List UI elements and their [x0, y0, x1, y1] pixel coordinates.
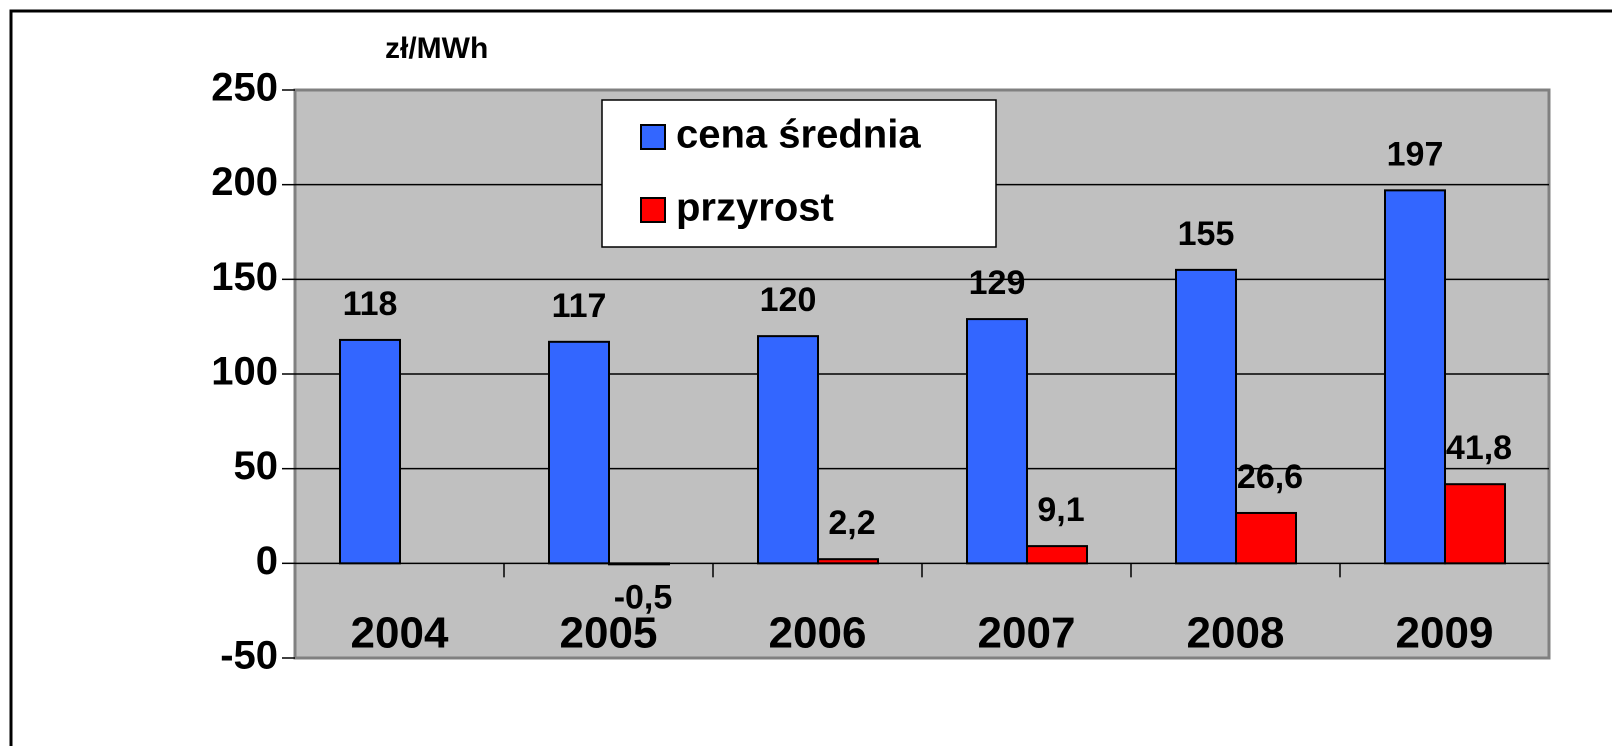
- data-label: 120: [760, 281, 817, 319]
- y-tick-label: -50: [220, 634, 278, 678]
- y-axis-label: zł/MWh: [385, 32, 488, 65]
- bar: [1026, 545, 1088, 565]
- y-tick-label: 150: [211, 255, 278, 299]
- x-tick-label: 2009: [1396, 609, 1494, 658]
- bar: [339, 338, 401, 565]
- bar: [608, 562, 670, 566]
- data-label: 9,1: [1037, 491, 1084, 529]
- bar: [1444, 483, 1506, 565]
- data-label: 155: [1178, 215, 1235, 253]
- bar: [1235, 511, 1297, 565]
- bar: [966, 318, 1028, 565]
- legend: [601, 99, 997, 248]
- x-tick-label: 2007: [978, 609, 1076, 658]
- legend-swatch: [640, 124, 666, 150]
- data-label: -0,5: [614, 578, 673, 616]
- legend-swatch: [640, 197, 666, 223]
- x-tick-label: 2005: [560, 609, 658, 658]
- data-label: 118: [343, 285, 398, 323]
- data-label: 41,8: [1446, 429, 1512, 467]
- y-tick-label: 200: [211, 160, 278, 204]
- legend-label: cena średnia: [676, 113, 921, 157]
- bar: [757, 335, 819, 565]
- y-tick-label: 50: [234, 444, 279, 488]
- frame: [9, 9, 1612, 746]
- x-tick-label: 2004: [351, 609, 449, 658]
- bar: [817, 558, 879, 565]
- x-tick-label: 2006: [769, 609, 867, 658]
- y-tick-label: 0: [256, 539, 278, 583]
- legend-label: przyrost: [676, 186, 834, 230]
- bar: [548, 340, 610, 565]
- x-tick-label: 2008: [1187, 609, 1285, 658]
- data-label: 129: [969, 264, 1026, 302]
- bar: [1175, 268, 1237, 565]
- bar: [1384, 189, 1446, 565]
- data-label: 26,6: [1237, 458, 1303, 496]
- y-tick-label: 100: [211, 350, 278, 394]
- data-label: 197: [1387, 135, 1444, 173]
- data-label: 2,2: [828, 504, 875, 542]
- data-label: 117: [552, 287, 607, 325]
- y-tick-label: 250: [211, 66, 278, 110]
